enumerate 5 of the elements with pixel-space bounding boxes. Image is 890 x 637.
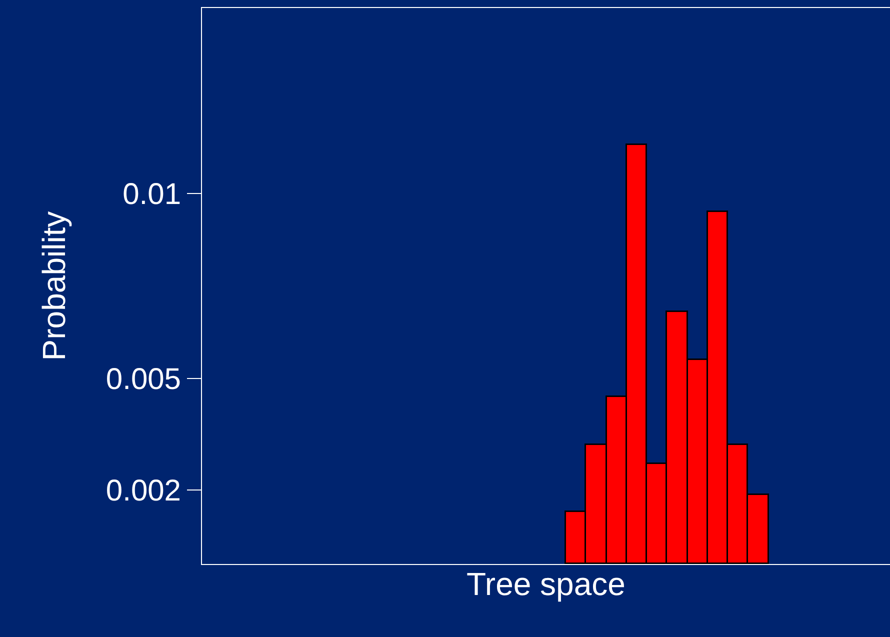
x-axis-title: Tree space: [466, 566, 626, 602]
y-tick-label: 0.002: [106, 474, 181, 508]
y-axis-title: Probability: [36, 211, 72, 361]
y-tick-label: 0.01: [122, 178, 181, 211]
y-tick-label: 0.005: [106, 363, 181, 396]
